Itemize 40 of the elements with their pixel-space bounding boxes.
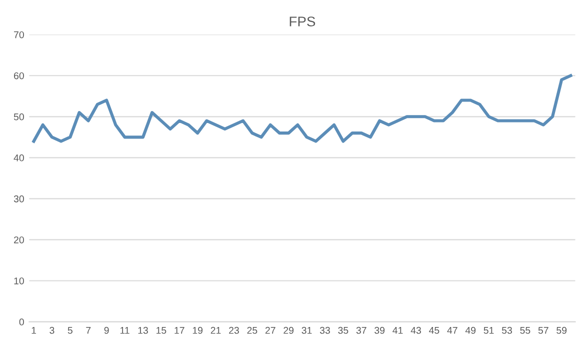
- x-tick-label: 41: [392, 327, 403, 334]
- x-tick-label: 33: [320, 326, 330, 334]
- x-tick-label: 3: [50, 326, 54, 334]
- x-tick-label: 47: [447, 327, 458, 334]
- x-tick-label: 45: [428, 327, 440, 334]
- y-tick-label: 70: [14, 31, 24, 38]
- x-tick-label: 25: [247, 326, 258, 334]
- x-tick-label: 5: [68, 327, 72, 334]
- y-tick-label: 0: [19, 318, 24, 326]
- y-tick-label: 10: [14, 277, 24, 284]
- x-tick-label: 39: [374, 326, 385, 334]
- x-tick-label: 43: [410, 326, 421, 334]
- x-tick-label: 51: [484, 327, 494, 334]
- x-tick-label: 59: [556, 326, 567, 334]
- x-tick-label: 53: [502, 326, 512, 334]
- y-tick-label: 60: [14, 72, 24, 80]
- x-tick-label: 37: [356, 326, 366, 334]
- x-tick-label: 11: [120, 327, 130, 334]
- x-tick-label: 57: [538, 327, 548, 334]
- x-tick-label: 1: [32, 327, 36, 334]
- x-tick-label: 29: [284, 326, 294, 334]
- x-tick-label: 17: [174, 327, 184, 334]
- y-tick-label: 30: [14, 195, 24, 202]
- x-tick-label: 7: [86, 327, 91, 334]
- x-tick-label: 15: [156, 327, 166, 334]
- y-tick-label: 20: [14, 236, 24, 244]
- x-tick-label: 13: [138, 326, 148, 334]
- line-series: [32, 74, 572, 143]
- y-tick-label: 40: [14, 154, 24, 162]
- x-tick-label: 31: [302, 326, 312, 334]
- y-tick-label: 50: [14, 113, 24, 120]
- x-tick-label: 35: [338, 326, 348, 334]
- x-tick-label: 27: [265, 326, 276, 334]
- x-tick-label: 9: [104, 326, 109, 334]
- x-tick-label: 23: [229, 326, 239, 334]
- x-tick-label: 21: [210, 326, 221, 334]
- x-tick-label: 55: [520, 327, 530, 334]
- chart-title: FPS: [290, 16, 316, 26]
- x-tick-label: 19: [192, 326, 203, 334]
- x-tick-label: 49: [465, 326, 476, 334]
